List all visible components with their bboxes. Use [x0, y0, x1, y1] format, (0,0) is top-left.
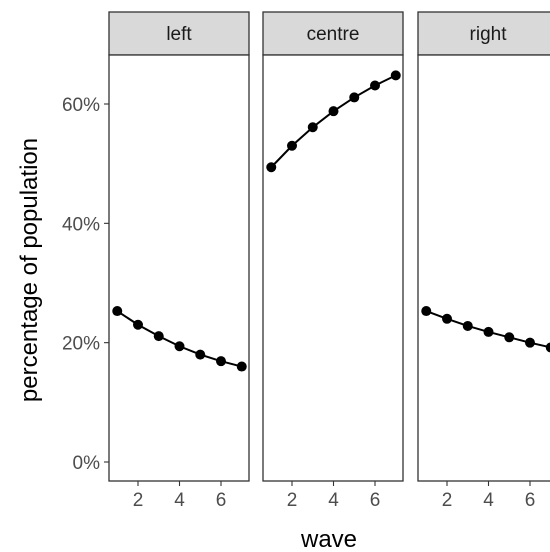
data-point	[349, 92, 360, 103]
facet-label-centre: centre	[307, 24, 360, 45]
data-point	[307, 122, 318, 133]
y-tick-label: 20%	[62, 334, 100, 355]
data-point	[421, 306, 432, 317]
data-point	[390, 70, 401, 81]
data-point	[133, 319, 143, 330]
facet-strip-left	[108, 11, 250, 56]
data-point	[153, 331, 164, 342]
facet-label-left: left	[166, 24, 192, 45]
x-tick-label: 2	[133, 490, 144, 511]
facet-panels: left 2 4 6 centre 2 4 6 right 2 4 6	[108, 11, 550, 511]
facet-label-right: right	[470, 24, 508, 45]
data-point	[370, 80, 380, 91]
data-point	[112, 306, 123, 317]
data-point	[195, 349, 206, 360]
data-point	[236, 361, 247, 372]
facet-panel-left: left 2 4 6	[108, 11, 250, 511]
data-point	[442, 313, 452, 324]
y-axis: 0% 20% 40% 60%	[62, 95, 109, 474]
panel-frame-right	[417, 54, 550, 482]
x-tick-label: 6	[525, 490, 536, 511]
panel-frame-centre	[262, 54, 404, 482]
data-point	[266, 162, 277, 173]
facet-panel-centre: centre 2 4 6	[262, 11, 404, 511]
x-tick-label: 4	[328, 490, 339, 511]
data-point	[545, 342, 550, 353]
y-tick-label: 40%	[62, 214, 100, 235]
data-point	[462, 320, 473, 331]
x-tick-label: 2	[287, 490, 298, 511]
data-point	[174, 341, 185, 352]
panel-frame-left	[108, 54, 250, 482]
y-tick-label: 60%	[62, 95, 100, 116]
x-tick-label: 2	[442, 490, 453, 511]
y-tick-label: 0%	[73, 453, 101, 474]
x-tick-label: 4	[483, 490, 494, 511]
y-axis-title: percentage of population	[16, 138, 43, 402]
data-point	[483, 326, 494, 337]
facet-panel-right: right 2 4 6	[417, 11, 550, 511]
data-point	[216, 356, 226, 367]
data-point	[287, 140, 297, 151]
x-tick-label: 6	[370, 490, 381, 511]
x-tick-label: 4	[174, 490, 185, 511]
data-point	[504, 332, 515, 343]
facet-strip-right	[417, 11, 550, 56]
data-point	[525, 337, 535, 348]
data-point	[328, 106, 339, 117]
x-axis-title: wave	[300, 526, 357, 552]
x-tick-label: 6	[216, 490, 227, 511]
